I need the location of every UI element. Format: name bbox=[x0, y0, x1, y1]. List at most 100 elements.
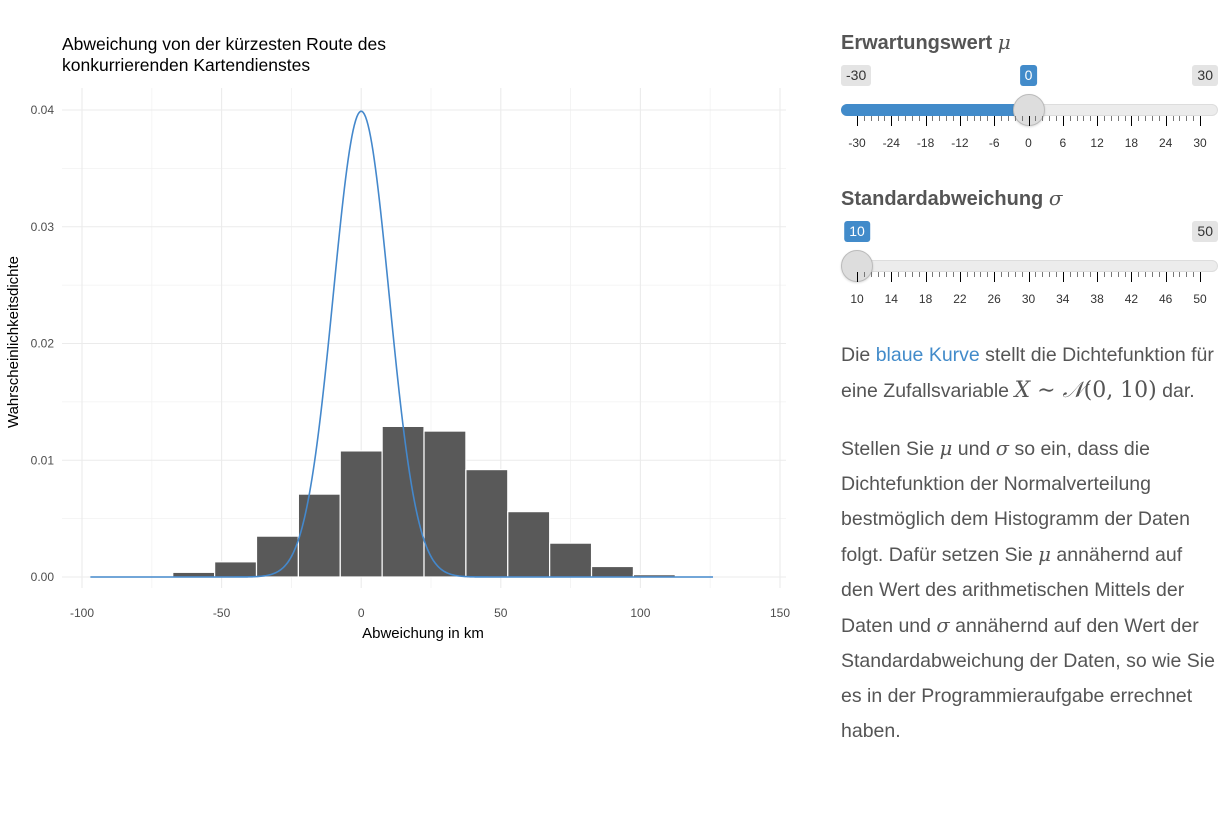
density-plot: -100 -50 0 50 100 150 0.00 0.01 0.02 0.03 0.04 Abwe… bbox=[5, 34, 790, 642]
sigma-minor-tick bbox=[987, 272, 989, 277]
mu-tick-label: -12 bbox=[951, 136, 969, 150]
sigma-tick-label: 14 bbox=[884, 292, 898, 306]
desc-text: annähernd auf den Wert der Standardabwei… bbox=[841, 615, 1215, 742]
mu-max-badge: 30 bbox=[1192, 65, 1218, 86]
sigma-minor-tick bbox=[973, 272, 975, 277]
mu-major-tick bbox=[1062, 116, 1064, 126]
mu-tick-label: 24 bbox=[1159, 136, 1173, 150]
sigma-minor-tick bbox=[1042, 272, 1044, 277]
mu-slider: Erwartungswert μ -30 30 0 -30 -24 -18 -12 -6… bbox=[841, 28, 1218, 158]
sigma-tick-label: 42 bbox=[1124, 292, 1139, 306]
histogram-bar bbox=[507, 511, 551, 578]
mu-minor-tick bbox=[1103, 116, 1105, 121]
mu-min-badge: -30 bbox=[841, 65, 872, 86]
mu-tick-label: 30 bbox=[1193, 136, 1207, 150]
sigma-tick-label: 26 bbox=[987, 292, 1001, 306]
description-paragraph-1: Die blaue Kurve stellt die Dichtefunktio… bbox=[841, 338, 1219, 409]
mu-minor-tick bbox=[918, 116, 920, 121]
desc-text: dar. bbox=[1156, 380, 1195, 402]
sigma-minor-tick bbox=[1172, 272, 1174, 277]
mu-tick-label: 0 bbox=[1025, 136, 1032, 150]
sigma-major-tick bbox=[959, 272, 961, 282]
mu-label-text: Erwartungswert bbox=[841, 32, 993, 54]
sigma-slider: Standardabweichung σ 50 10 10 14 18 22 26 30 3… bbox=[841, 184, 1218, 314]
mu-minor-tick bbox=[1069, 116, 1071, 121]
mu-minor-tick bbox=[932, 116, 934, 121]
sigma-minor-tick bbox=[1021, 272, 1023, 277]
mu-major-tick bbox=[994, 116, 996, 126]
sigma-minor-tick bbox=[1090, 272, 1092, 277]
mu-tick-label: -30 bbox=[848, 136, 866, 150]
histogram-bar bbox=[381, 425, 425, 578]
sigma-minor-tick bbox=[966, 272, 968, 277]
sigma-value-badge: 10 bbox=[844, 221, 870, 242]
y-tick-label: 0.03 bbox=[31, 220, 55, 234]
mu-slider-label: Erwartungswert μ bbox=[841, 30, 1011, 55]
sigma-tick-label: 50 bbox=[1193, 292, 1207, 306]
sigma-minor-tick bbox=[980, 272, 982, 277]
mu-major-tick bbox=[1097, 116, 1099, 126]
mu-minor-tick bbox=[1172, 116, 1174, 121]
sigma-minor-tick bbox=[1117, 272, 1119, 277]
sigma-minor-tick bbox=[946, 272, 948, 277]
sigma-minor-tick bbox=[1186, 272, 1188, 277]
desc-text: annähernd auf den Wert des arithmetische… bbox=[841, 544, 1185, 637]
desc-text: und bbox=[952, 438, 996, 460]
sigma-minor-tick bbox=[1014, 272, 1016, 277]
sigma-minor-tick bbox=[905, 272, 907, 277]
sigma-minor-tick bbox=[1069, 272, 1071, 277]
sigma-tick-label: 34 bbox=[1056, 292, 1070, 306]
histogram-bar bbox=[297, 493, 341, 578]
mu-minor-tick bbox=[1076, 116, 1078, 121]
blue-curve-link[interactable]: blaue Kurve bbox=[875, 344, 980, 366]
mu-major-tick bbox=[1131, 116, 1133, 126]
density-curve bbox=[90, 110, 713, 578]
mu-minor-tick bbox=[1042, 116, 1044, 121]
mu-minor-tick bbox=[1049, 116, 1051, 121]
mu-minor-tick bbox=[980, 116, 982, 121]
mu-minor-tick bbox=[1151, 116, 1153, 121]
sigma-tick-label: 18 bbox=[918, 292, 933, 306]
sigma-minor-tick bbox=[1103, 272, 1105, 277]
sigma-minor-tick bbox=[1083, 272, 1085, 277]
description-paragraph-2: Stellen Sie μ und σ so ein, dass die Dic… bbox=[841, 431, 1219, 749]
sigma-tick-label: 46 bbox=[1159, 292, 1173, 306]
y-axis-title: Wahrscheinlichkeitsdichte bbox=[5, 256, 22, 428]
sigma-minor-tick bbox=[1049, 272, 1051, 277]
sigma-minor-tick bbox=[1055, 272, 1057, 277]
sigma-minor-tick bbox=[918, 272, 920, 277]
sigma-minor-tick bbox=[1138, 272, 1140, 277]
x-tick-label: 150 bbox=[770, 606, 790, 620]
sigma-minor-tick bbox=[1035, 272, 1037, 277]
sigma-minor-tick bbox=[863, 272, 865, 277]
x-tick-label: 0 bbox=[358, 606, 365, 620]
math-mu: μ bbox=[1038, 543, 1051, 566]
mu-minor-tick bbox=[1138, 116, 1140, 121]
sigma-minor-tick bbox=[1076, 272, 1078, 277]
mu-minor-tick bbox=[1021, 116, 1023, 121]
mu-tick-label: -6 bbox=[988, 136, 1000, 150]
sigma-major-tick bbox=[857, 272, 858, 282]
sigma-tick-label: 22 bbox=[953, 292, 967, 306]
mu-tick-label: -24 bbox=[882, 136, 900, 150]
mu-minor-tick bbox=[953, 116, 955, 121]
y-tick-label: 0.00 bbox=[31, 570, 55, 584]
desc-text: so ein, dass die Dichtefunktion der Norm… bbox=[841, 438, 1190, 566]
sigma-symbol: σ bbox=[1048, 186, 1063, 210]
mu-minor-tick bbox=[939, 116, 941, 121]
math-args: (0, 10) bbox=[1083, 378, 1157, 403]
histogram-bar bbox=[423, 430, 467, 578]
sigma-minor-tick bbox=[911, 272, 913, 277]
chart-title-line: konkurrierenden Kartendienstes bbox=[62, 55, 310, 75]
sigma-slider-track[interactable] bbox=[841, 260, 1218, 272]
sigma-label-text: Standardabweichung bbox=[841, 188, 1044, 210]
mu-major-tick bbox=[857, 116, 858, 126]
sigma-minor-tick bbox=[877, 272, 879, 277]
sigma-minor-tick bbox=[1151, 272, 1153, 277]
histogram-bar bbox=[465, 468, 509, 578]
mu-tick-label: 12 bbox=[1090, 136, 1104, 150]
mu-minor-tick bbox=[1193, 116, 1195, 121]
mu-minor-tick bbox=[1055, 116, 1057, 121]
mu-minor-tick bbox=[1001, 116, 1003, 121]
